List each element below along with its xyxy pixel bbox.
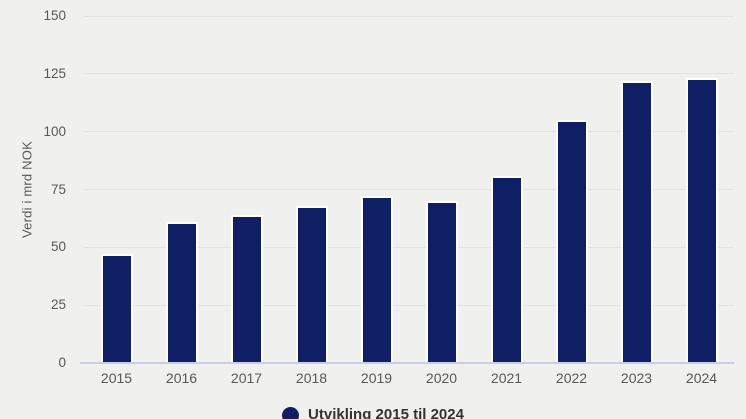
plot-area <box>84 15 734 363</box>
y-tick-0: 0 <box>58 355 66 370</box>
gridline-125 <box>84 73 734 75</box>
gridline-150 <box>84 15 734 17</box>
y-tick-50: 50 <box>50 239 66 255</box>
x-label-2017: 2017 <box>230 370 263 386</box>
bar-2019[interactable] <box>360 196 393 363</box>
y-tick-75: 75 <box>50 181 66 197</box>
y-tick-150: 150 <box>43 8 66 23</box>
bar-2017[interactable] <box>230 214 263 363</box>
x-label-2023: 2023 <box>620 370 653 386</box>
gridline-100 <box>84 131 734 133</box>
legend-item[interactable]: Utvikling 2015 til 2024 <box>0 406 746 419</box>
x-label-2021: 2021 <box>490 370 523 386</box>
x-label-2015: 2015 <box>100 370 133 386</box>
gridline-75 <box>84 189 734 190</box>
x-label-2019: 2019 <box>360 370 393 386</box>
bar-2015[interactable] <box>100 254 133 363</box>
bar-2020[interactable] <box>425 201 458 363</box>
gridline-25 <box>84 304 734 306</box>
bar-2018[interactable] <box>295 205 328 363</box>
x-label-2024: 2024 <box>685 370 718 386</box>
x-label-2018: 2018 <box>295 370 328 386</box>
legend-label: Utvikling 2015 til 2024 <box>308 406 464 419</box>
x-axis-line <box>80 362 734 364</box>
x-label-2020: 2020 <box>425 370 458 386</box>
x-label-2022: 2022 <box>555 370 588 386</box>
bar-2021[interactable] <box>490 175 523 363</box>
y-tick-125: 125 <box>43 65 66 81</box>
x-label-2016: 2016 <box>165 370 198 386</box>
y-tick-100: 100 <box>43 123 66 139</box>
bar-2024[interactable] <box>685 78 718 363</box>
y-tick-25: 25 <box>50 297 66 313</box>
bar-2016[interactable] <box>165 221 198 363</box>
bar-2023[interactable] <box>620 80 653 363</box>
gridline-50 <box>84 246 734 248</box>
legend-circle-icon <box>282 406 300 419</box>
bar-2022[interactable] <box>555 120 588 363</box>
